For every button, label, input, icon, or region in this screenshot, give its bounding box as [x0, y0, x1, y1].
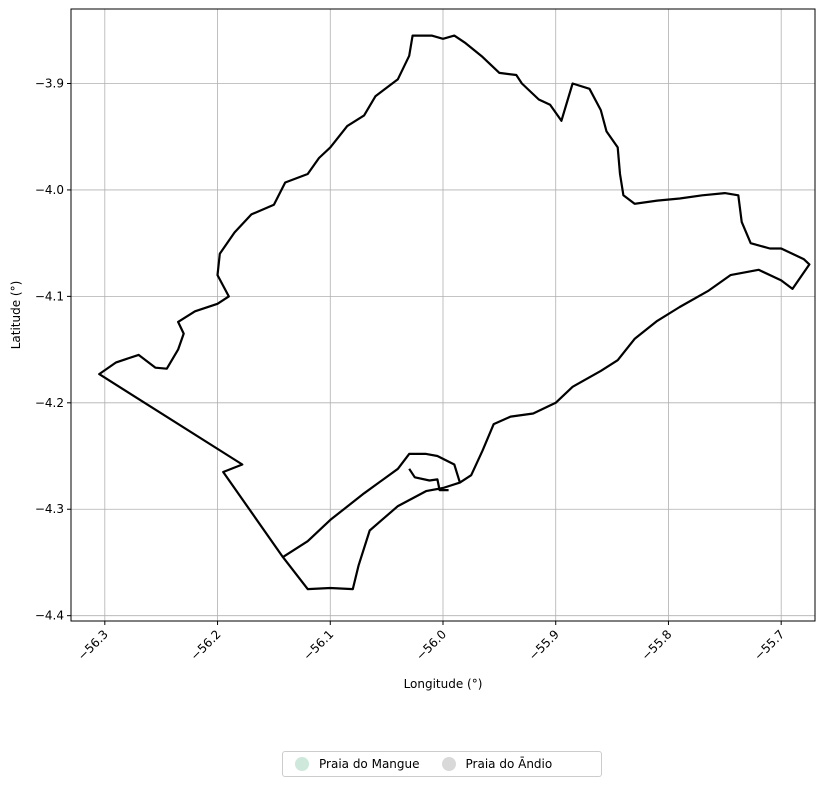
- y-axis-label: Latitude (°): [9, 281, 23, 350]
- x-tick-label: −56.2: [188, 627, 224, 663]
- y-tick-label: −4.0: [35, 183, 64, 197]
- x-axis-label: Longitude (°): [404, 677, 483, 691]
- x-tick-label: −55.8: [639, 627, 675, 663]
- x-tick-label: −56.3: [75, 627, 111, 663]
- y-tick-label: −4.2: [35, 396, 64, 410]
- y-tick-label: −4.4: [35, 609, 64, 623]
- x-tick-label: −56.1: [300, 627, 336, 663]
- legend-item-andio: Praia do Āndio: [441, 757, 553, 771]
- inner-boundary-line: [282, 452, 461, 559]
- map-shapes: [98, 34, 811, 591]
- legend-item-mangue: Praia do Mangue: [295, 757, 420, 771]
- legend-marker-mangue: [295, 757, 309, 771]
- y-tick-labels: −3.9 −4.0 −4.1 −4.2 −4.3 −4.4: [35, 77, 71, 623]
- inner-boundary-line-2: [408, 468, 449, 492]
- grid-lines: [71, 9, 815, 621]
- y-tick-label: −4.3: [35, 502, 64, 516]
- legend: Praia do Mangue Praia do Āndio: [282, 751, 602, 777]
- legend-label-andio: Praia do Āndio: [465, 757, 553, 771]
- x-tick-labels: −56.3 −56.2 −56.1 −56.0 −55.9 −55.8 −55.7: [75, 621, 787, 663]
- x-tick-label: −55.9: [526, 627, 562, 663]
- y-tick-label: −3.9: [35, 77, 64, 91]
- boundary-outline: [98, 34, 811, 591]
- legend-marker-andio: [441, 757, 456, 771]
- y-tick-label: −4.1: [35, 289, 64, 303]
- x-tick-label: −55.7: [751, 627, 787, 663]
- x-tick-label: −56.0: [413, 627, 449, 663]
- legend-label-mangue: Praia do Mangue: [319, 757, 420, 771]
